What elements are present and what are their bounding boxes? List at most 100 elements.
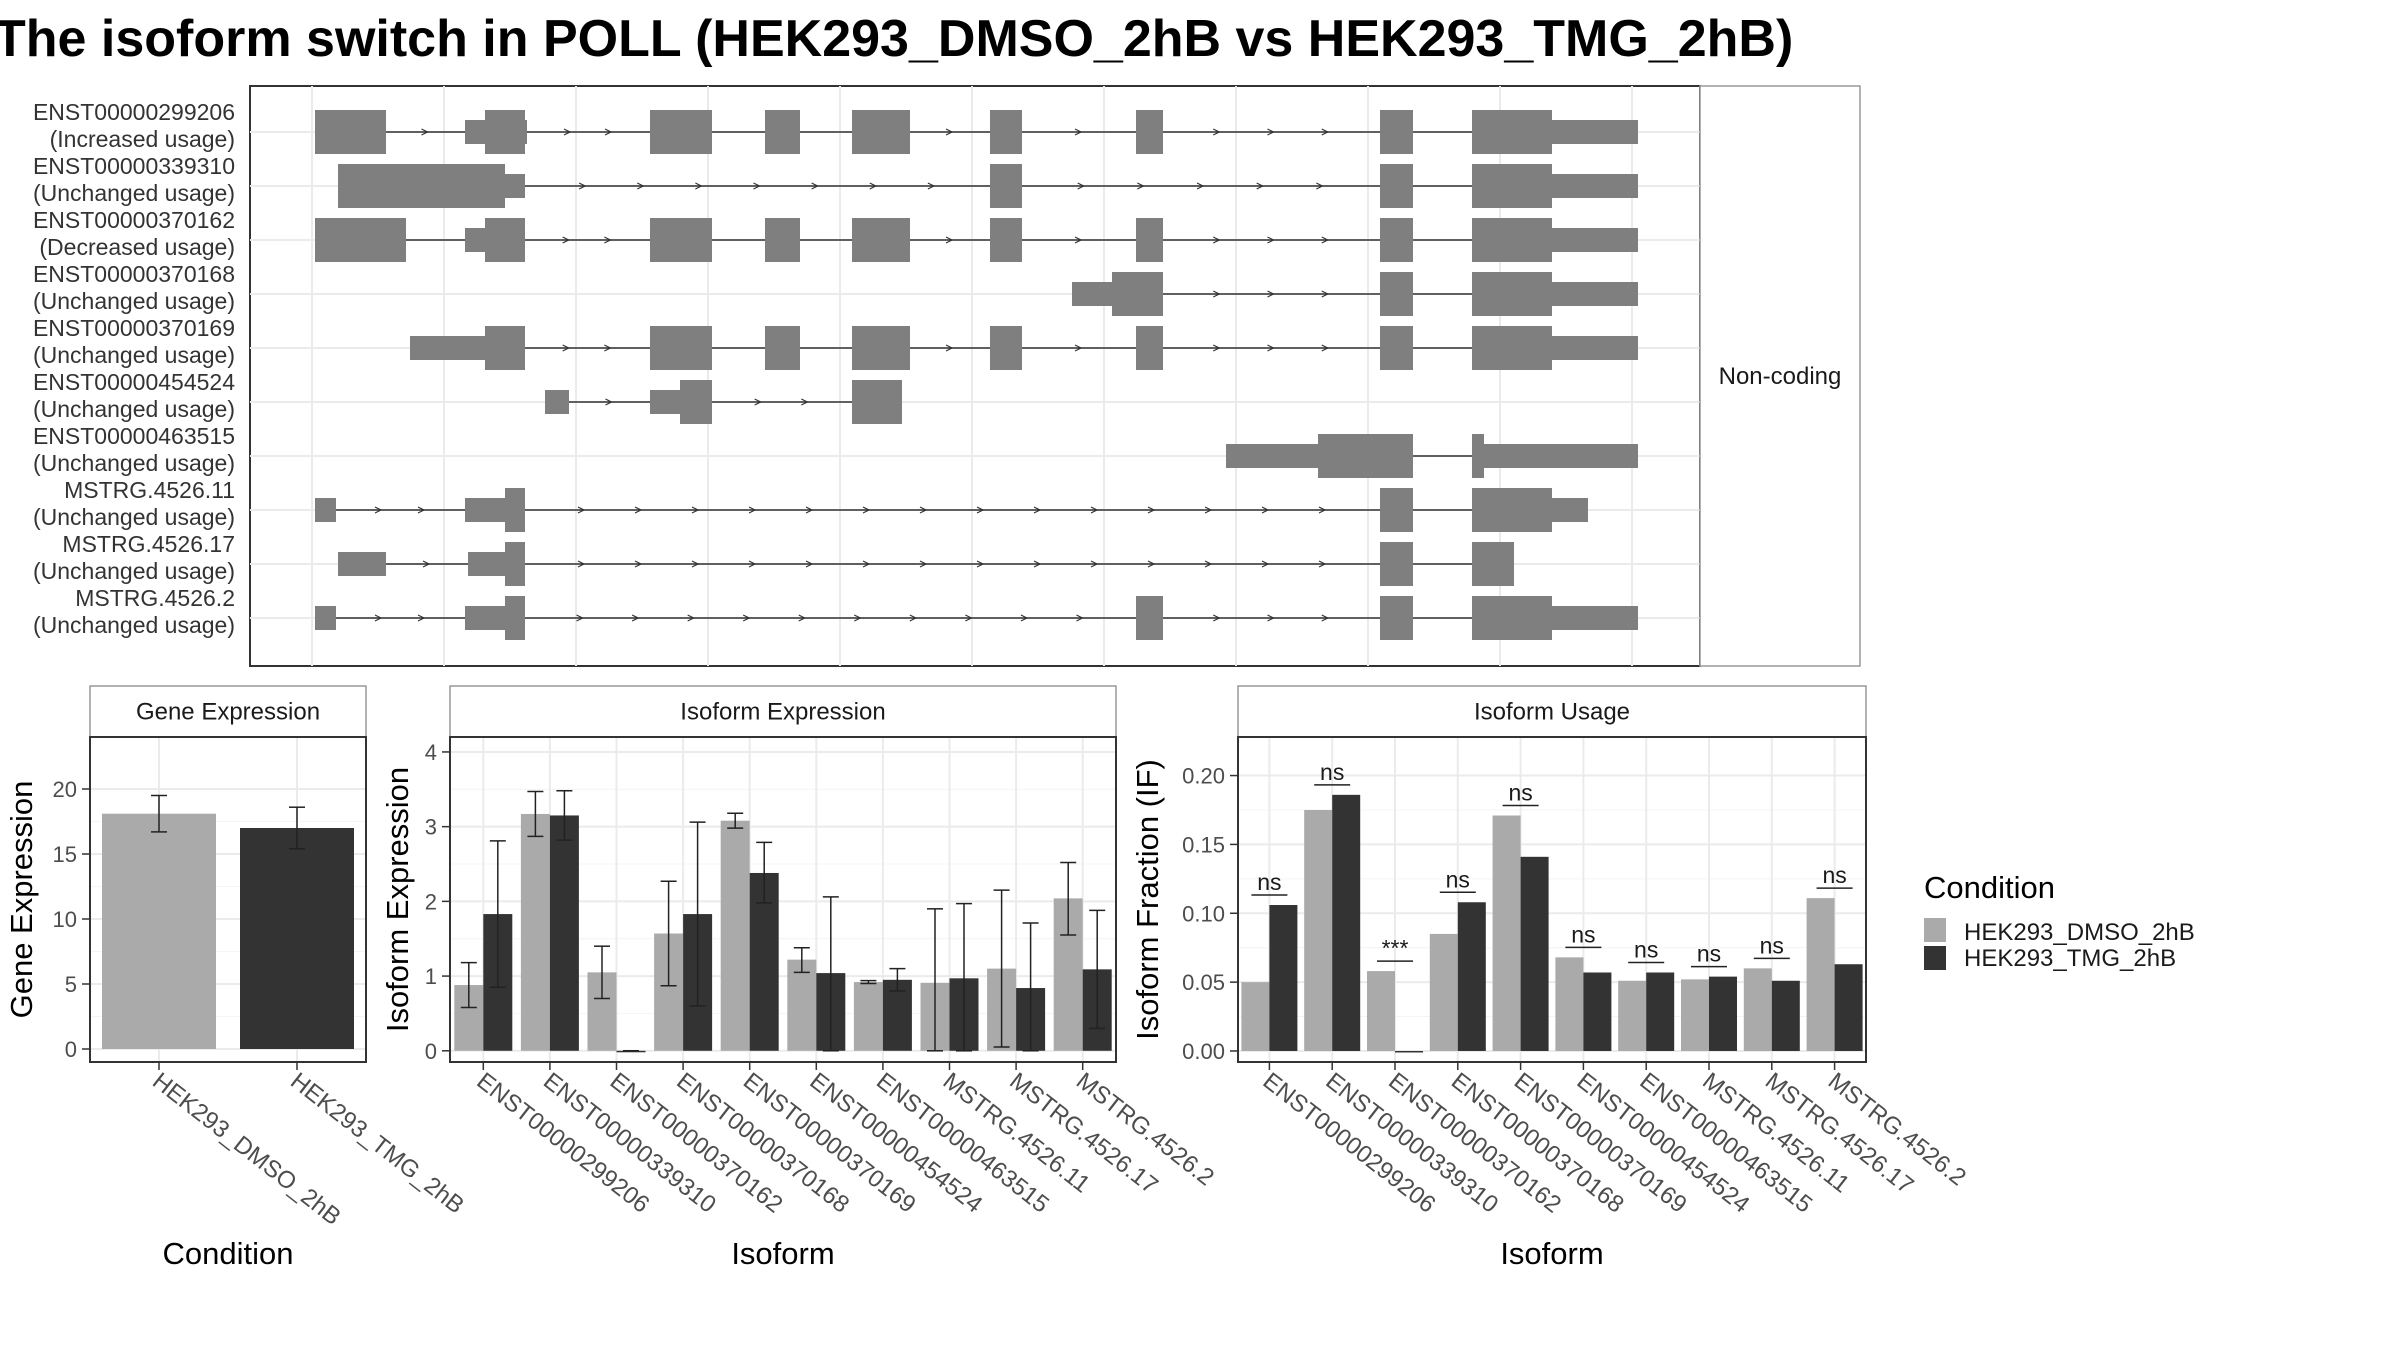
intron-arrow — [634, 506, 643, 514]
y-tick-label: 0.05 — [1182, 970, 1225, 995]
exon — [852, 110, 910, 154]
intron-arrow — [1267, 128, 1275, 136]
exon — [1552, 606, 1638, 630]
panel-border — [1237, 736, 1867, 1063]
exon — [1112, 272, 1163, 316]
intron-arrow — [976, 560, 985, 568]
significance-labels: ns ns *** ns ns ns ns ns ns ns — [1251, 759, 1853, 968]
intron-arrow — [636, 182, 645, 190]
significance-label: ns — [1446, 866, 1470, 892]
y-tick-label: 0.00 — [1182, 1039, 1225, 1064]
intron-arrow — [374, 506, 383, 514]
bar — [520, 813, 550, 1051]
track-usage-label: (Unchanged usage) — [33, 450, 235, 476]
exon — [1136, 326, 1163, 370]
intron-arrow — [1212, 344, 1221, 352]
track-usage-label: (Unchanged usage) — [33, 504, 235, 530]
exon — [1472, 218, 1552, 262]
intron-arrow — [562, 344, 571, 352]
figure-title: The isoform switch in POLL (HEK293_DMSO_… — [0, 10, 1793, 68]
exon — [1380, 110, 1413, 154]
y-tick-label: 1 — [425, 964, 437, 989]
intron-arrow — [1147, 506, 1156, 514]
exon — [1380, 272, 1413, 316]
exon — [465, 606, 505, 630]
exon — [1380, 326, 1413, 370]
exon — [465, 120, 485, 144]
exon — [465, 498, 505, 522]
y-tick-label: 3 — [425, 815, 437, 840]
track-id-label: MSTRG.4526.2 — [75, 585, 235, 611]
error-bar — [594, 945, 610, 1000]
track-usage-label: (Unchanged usage) — [33, 288, 235, 314]
error-bar — [660, 880, 677, 987]
bar — [1395, 1050, 1423, 1053]
exon — [505, 542, 525, 586]
y-tick-label: 4 — [425, 740, 437, 765]
exon — [1136, 110, 1163, 154]
intron-arrow — [577, 560, 586, 568]
exon — [410, 336, 485, 360]
error-bar — [927, 908, 943, 1052]
intron-arrow — [1316, 182, 1324, 190]
structure-track — [338, 164, 1638, 208]
bar — [1492, 815, 1521, 1051]
track-id-label: ENST00000339310 — [33, 153, 235, 179]
y-tick-label: 2 — [425, 889, 437, 914]
intron-arrow — [562, 236, 571, 244]
intron-arrow — [945, 128, 954, 136]
y-axis-label: Gene Expression — [4, 781, 39, 1019]
structure-track — [545, 380, 902, 424]
intron-arrow — [576, 614, 584, 622]
track-id-label: ENST00000299206 — [33, 99, 235, 125]
error-bar — [556, 790, 573, 841]
track-usage-label: (Unchanged usage) — [33, 558, 235, 584]
exon — [338, 164, 505, 208]
intron-arrow — [945, 344, 954, 352]
exon — [505, 174, 525, 198]
exon — [990, 164, 1022, 208]
bar — [1743, 968, 1772, 1051]
bar — [1709, 976, 1737, 1051]
intron-arrow — [1212, 290, 1221, 298]
exon — [465, 228, 485, 252]
track-id-label: ENST00000370162 — [33, 207, 235, 233]
intron-arrow — [1020, 614, 1029, 622]
panel-title: Isoform Usage — [1474, 699, 1630, 726]
panel-strip — [449, 685, 1117, 738]
bars — [102, 794, 354, 1049]
intron-arrow — [945, 236, 954, 244]
y-tick-label: 0.10 — [1182, 901, 1225, 926]
exon — [315, 110, 386, 154]
exon — [990, 110, 1022, 154]
error-bar — [889, 967, 906, 992]
legend-label-dmso: HEK293_DMSO_2hB — [1964, 919, 2195, 946]
bar — [1646, 972, 1675, 1051]
track-id-label: MSTRG.4526.11 — [64, 477, 235, 503]
exon — [650, 218, 712, 262]
exon — [1552, 120, 1638, 144]
track-id-label: ENST00000463515 — [33, 423, 235, 449]
exon — [485, 218, 525, 262]
intron-arrow — [1077, 182, 1086, 190]
exon — [765, 218, 800, 262]
bar — [1241, 982, 1270, 1051]
panel-strip — [89, 685, 367, 738]
exon — [1472, 110, 1552, 154]
significance-label: ns — [1571, 921, 1595, 947]
structure-track — [410, 326, 1638, 370]
intron-arrow — [742, 614, 751, 622]
bar — [1618, 980, 1647, 1051]
structure-track — [315, 488, 1588, 532]
exon — [1472, 326, 1552, 370]
intron-arrow — [1076, 614, 1084, 622]
exon — [990, 326, 1022, 370]
exon — [650, 390, 680, 414]
bar — [787, 959, 817, 1051]
exon — [1380, 596, 1413, 640]
exon — [468, 552, 505, 576]
bar — [1583, 972, 1612, 1051]
structure-strip — [1699, 85, 1861, 667]
y-tick-label: 15 — [53, 842, 77, 867]
panel-strip — [1237, 685, 1867, 738]
